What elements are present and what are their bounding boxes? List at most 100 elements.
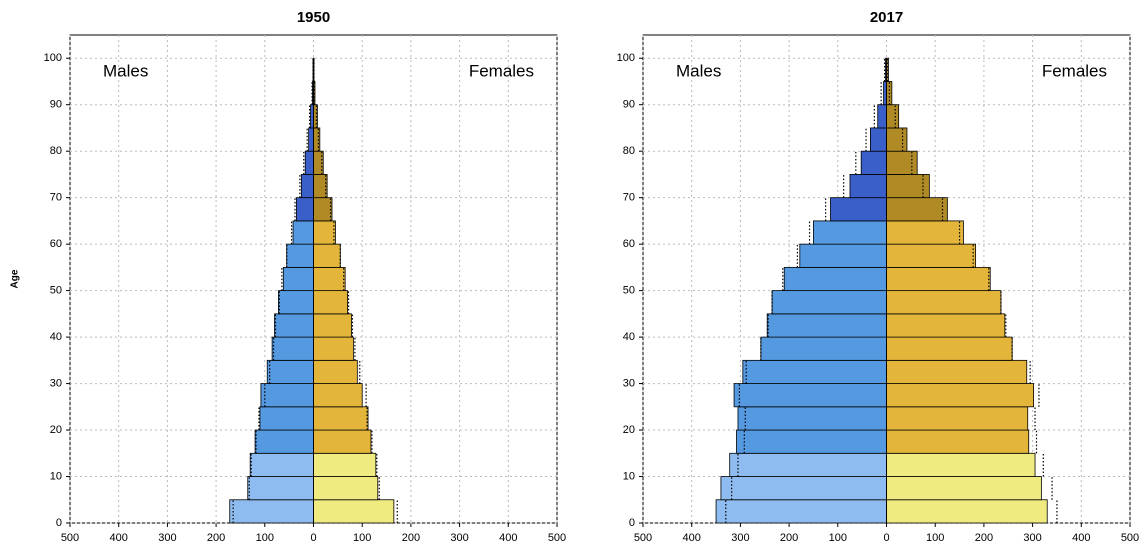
bar <box>313 499 395 524</box>
bar <box>886 220 964 245</box>
bar <box>313 476 379 501</box>
x-tick-label: 500 <box>1121 532 1139 544</box>
y-tick-label: 30 <box>623 377 635 389</box>
bar <box>849 174 887 199</box>
x-tick-label: 200 <box>207 532 225 544</box>
x-tick-label: 400 <box>499 532 517 544</box>
bar <box>886 383 1034 408</box>
bar <box>886 406 1029 431</box>
x-tick-label: 500 <box>548 532 566 544</box>
series-label: Males <box>676 62 721 81</box>
bar <box>292 220 314 245</box>
bar <box>733 383 887 408</box>
bar <box>760 336 887 361</box>
bar <box>266 359 314 384</box>
bar <box>313 197 333 222</box>
bar <box>799 243 887 268</box>
x-tick-label: 300 <box>1023 532 1041 544</box>
y-tick-label: 80 <box>50 145 62 157</box>
x-tick-label: 300 <box>731 532 749 544</box>
series-label: Males <box>103 62 148 81</box>
series-label: Females <box>1042 62 1107 81</box>
bar <box>247 476 314 501</box>
bar <box>771 290 887 315</box>
bar <box>886 150 918 175</box>
bar <box>282 266 314 292</box>
bar <box>308 127 314 152</box>
bar <box>886 452 1036 477</box>
bar <box>304 150 314 175</box>
x-tick-label: 200 <box>780 532 798 544</box>
y-tick-label: 0 <box>629 517 635 529</box>
bar <box>886 127 908 152</box>
series-label: Females <box>469 62 534 81</box>
y-tick-label: 50 <box>50 285 62 297</box>
bar <box>877 104 887 129</box>
bar <box>296 197 314 222</box>
bar <box>742 359 887 384</box>
x-tick-label: 500 <box>61 532 79 544</box>
bar <box>254 429 314 454</box>
bar <box>720 476 887 501</box>
bar <box>737 406 887 431</box>
x-tick-label: 200 <box>402 532 420 544</box>
bar <box>278 290 314 315</box>
y-axis-label: Age <box>10 269 21 288</box>
bar <box>313 336 354 361</box>
y-tick-label: 50 <box>623 285 635 297</box>
x-tick-label: 100 <box>829 532 847 544</box>
x-tick-label: 400 <box>683 532 701 544</box>
x-tick-label: 300 <box>450 532 468 544</box>
bar <box>313 266 346 292</box>
bar <box>886 197 948 222</box>
bar <box>715 499 887 524</box>
bar <box>783 266 887 292</box>
x-tick-label: 400 <box>110 532 128 544</box>
bar <box>313 290 348 315</box>
bar <box>313 243 341 268</box>
bar <box>729 452 887 477</box>
bar <box>830 197 887 222</box>
y-tick-label: 10 <box>50 470 62 482</box>
x-tick-label: 200 <box>975 532 993 544</box>
bar <box>271 336 314 361</box>
y-tick-label: 10 <box>623 470 635 482</box>
x-tick-label: 100 <box>256 532 274 544</box>
bar <box>313 429 372 454</box>
y-tick-label: 20 <box>623 424 635 436</box>
bar <box>886 429 1030 454</box>
y-tick-label: 90 <box>50 99 62 111</box>
bar <box>886 243 977 268</box>
y-tick-label: 90 <box>623 99 635 111</box>
bar <box>313 406 369 431</box>
bar <box>313 359 358 384</box>
y-tick-label: 60 <box>623 238 635 250</box>
y-tick-label: 70 <box>50 192 62 204</box>
y-tick-label: 100 <box>44 52 62 64</box>
x-tick-label: 100 <box>926 532 944 544</box>
bar <box>886 359 1028 384</box>
x-tick-label: 0 <box>883 532 889 544</box>
bar <box>860 150 887 175</box>
bar <box>313 220 336 245</box>
bar <box>313 383 363 408</box>
bar <box>300 174 314 199</box>
y-tick-label: 0 <box>56 517 62 529</box>
y-tick-label: 40 <box>623 331 635 343</box>
bar <box>870 127 887 152</box>
bar <box>813 220 887 245</box>
y-tick-label: 70 <box>623 192 635 204</box>
bar <box>249 452 314 477</box>
bar <box>886 266 991 292</box>
bar <box>313 452 377 477</box>
bar <box>259 406 314 431</box>
bar <box>736 429 887 454</box>
y-tick-label: 20 <box>50 424 62 436</box>
bar <box>886 499 1048 524</box>
y-tick-label: 100 <box>617 52 635 64</box>
bar <box>886 476 1042 501</box>
y-tick-label: 40 <box>50 331 62 343</box>
chart-title: 1950 <box>297 9 330 26</box>
